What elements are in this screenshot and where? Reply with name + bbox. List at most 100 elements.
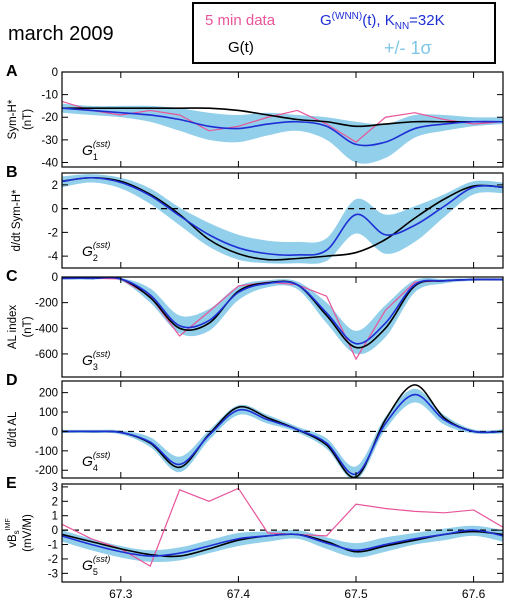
annotation-sub-C: 3 [93, 362, 98, 372]
ytick-label-A: -30 [41, 135, 58, 147]
ytick-label-B: -2 [48, 227, 58, 239]
series-gt-A [62, 107, 503, 128]
ylabel-B: d/dt Sym-H* [11, 189, 23, 252]
annotation-main-E: G [82, 557, 93, 573]
panel-label-E: E [6, 475, 17, 492]
ytick-label-C: -600 [35, 349, 58, 361]
ytick-label-C: -400 [35, 323, 58, 335]
ytick-label-A: -20 [41, 112, 58, 124]
annotation-sub-A: 1 [93, 152, 98, 162]
panel-label-D: D [6, 372, 18, 389]
legend-gt: G(t) [228, 39, 254, 56]
ytick-label-B: 0 [52, 204, 58, 216]
ytick-label-E: -3 [48, 568, 58, 580]
annotation-sup-A: (sst) [93, 139, 111, 149]
ylabel2-A: (nT) [22, 109, 34, 130]
ytick-label-E: 0 [52, 525, 58, 537]
annotation-main-C: G [82, 352, 93, 368]
plot-area-B [62, 174, 503, 264]
ytick-label-E: 3 [52, 482, 58, 494]
figure-title: march 2009 [8, 23, 114, 45]
xtick-label: 67.5 [344, 587, 368, 601]
ytick-label-E: -2 [48, 554, 58, 566]
ytick-label-E: -1 [48, 540, 58, 552]
frame-D [61, 380, 504, 479]
legend-sigma: +/- 1σ [384, 38, 432, 58]
ylabel2-E: (mV/M) [22, 514, 34, 552]
frame-E [61, 483, 504, 583]
ylabel-sup-E: IMF [5, 518, 12, 530]
ytick-label-A: -40 [41, 157, 58, 169]
sigma-band-B [62, 174, 503, 264]
ylabel-D: d/dt AL [7, 411, 19, 447]
ytick-label-C: -200 [35, 298, 58, 310]
series-five_min-A [62, 100, 503, 143]
ytick-label-E: 2 [52, 496, 58, 508]
series-gt-B [62, 176, 503, 261]
legend-five-min: 5 min data [205, 12, 276, 29]
legend-knn-val: =32K [409, 12, 444, 29]
panel-A: 0 -10 -20 -30 -40 A Sym-H* (nT) G1 (sst) [6, 63, 504, 169]
ytick-label-A: 0 [52, 67, 58, 79]
ytick-label-D: -100 [35, 446, 58, 458]
panel-label-B: B [6, 164, 18, 181]
annotation-main-B: G [82, 243, 93, 259]
annotation-A: G1 (sst) [82, 139, 110, 162]
series-wnn-B [62, 176, 503, 256]
legend-wnn-tail: (t), K [362, 12, 395, 29]
ylabel-A: Sym-H* [7, 99, 19, 139]
annotation-sup-D: (sst) [93, 450, 111, 460]
panel-B: 2 0 -2 -4 Bd/dt Sym-H* G2 (sst) [6, 164, 504, 269]
ytick-label-A: -10 [41, 90, 58, 102]
annotation-sup-C: (sst) [93, 349, 111, 359]
ylabel-C: AL index [7, 305, 19, 350]
series-wnn-D [62, 393, 503, 475]
ytick-label-D: -200 [35, 465, 58, 477]
frame-A [61, 71, 504, 168]
ylabel-main-E: vB [7, 534, 19, 548]
ytick-label-D: 200 [39, 388, 58, 400]
annotation-B: G2 (sst) [82, 240, 110, 263]
panel-label-A: A [6, 63, 18, 80]
legend-wnn-main: G [320, 12, 332, 29]
ylabel-E: vBsIMF [5, 518, 21, 547]
annotation-sub-D: 4 [93, 463, 98, 473]
annotation-C: G3 (sst) [82, 349, 110, 372]
annotation-D: G4 (sst) [82, 450, 110, 473]
panel-C: 0 -200 -400 -600 C AL index (nT) G3 (sst) [6, 268, 504, 378]
plot-area-E [62, 487, 503, 568]
annotation-E: G5 (sst) [82, 554, 110, 577]
ylabel-sub-E: s [12, 530, 21, 534]
legend-knn-sub: NN [395, 21, 409, 32]
series-wnn-A [62, 107, 503, 147]
ytick-label-B: -4 [48, 251, 59, 263]
xtick-label: 67.4 [227, 587, 251, 601]
panel-label-C: C [6, 268, 18, 285]
annotation-sup-B: (sst) [93, 240, 111, 250]
frame-C [61, 276, 504, 378]
legend: 5 min data G(WNN)(t), KNN=32K G(t) +/- 1… [192, 2, 496, 64]
frame-B [61, 172, 504, 269]
sigma-band-D [62, 388, 503, 478]
panel-D: 200 100 0 -100 -200 Dd/dt AL G4 (sst) [6, 372, 504, 479]
series-gt-C [62, 277, 503, 349]
ytick-label-C: 0 [52, 272, 58, 284]
ytick-label-D: 0 [52, 426, 58, 438]
annotation-main-A: G [82, 142, 93, 158]
series-wnn-C [62, 277, 503, 345]
legend-wnn: G(WNN)(t), KNN=32K [320, 11, 445, 32]
annotation-sub-B: 2 [93, 253, 98, 263]
plot-area-A [62, 100, 503, 164]
plot-area-D [62, 384, 503, 478]
plot-area-C [62, 277, 503, 361]
annotation-main-D: G [82, 453, 93, 469]
series-five_min-C [62, 277, 503, 361]
series-wnn-E [62, 529, 503, 557]
xtick-label: 67.3 [109, 587, 133, 601]
ylabel2-C: (nT) [22, 316, 34, 337]
annotation-sub-E: 5 [93, 567, 98, 577]
annotation-sup-E: (sst) [93, 554, 111, 564]
